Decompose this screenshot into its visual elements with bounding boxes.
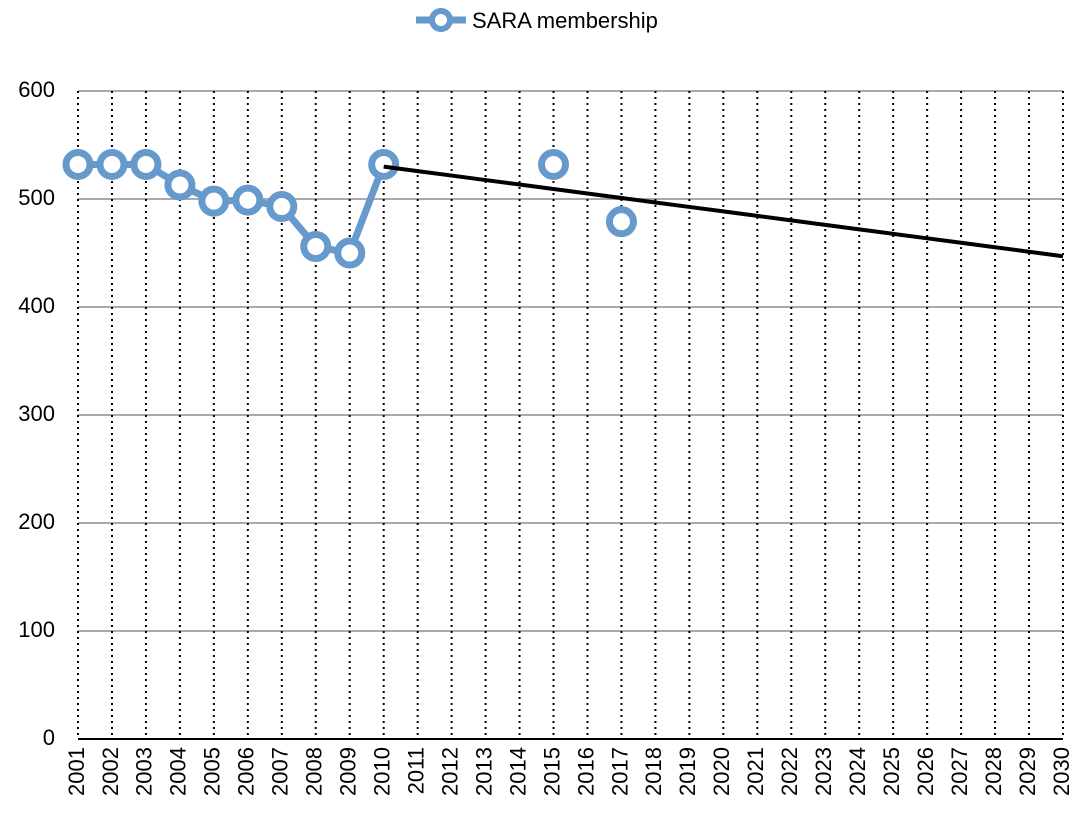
marker: [62, 148, 94, 180]
y-tick-label: 300: [18, 401, 55, 426]
x-tick-label: 2029: [1015, 747, 1040, 796]
x-tick-label: 2013: [471, 747, 496, 796]
x-tick-label: 2009: [336, 747, 361, 796]
marker: [538, 148, 570, 180]
marker: [198, 185, 230, 217]
marker: [334, 237, 366, 269]
marker: [96, 148, 128, 180]
x-tick-label: 2011: [403, 747, 428, 794]
x-tick-label: 2006: [234, 747, 259, 796]
trendline: [383, 164, 1064, 259]
x-tick-label: 2019: [675, 747, 700, 796]
x-tick-label: 2017: [607, 747, 632, 796]
x-tick-label: 2004: [166, 747, 191, 796]
x-tick-label: 2014: [505, 747, 530, 796]
x-tick-label: 2026: [913, 747, 938, 796]
marker: [130, 148, 162, 180]
x-tick-label: 2020: [709, 747, 734, 796]
marker: [368, 148, 400, 180]
y-tick-label: 100: [18, 617, 55, 642]
marker: [164, 169, 196, 201]
legend-label: SARA membership: [472, 8, 658, 33]
marker: [605, 206, 637, 238]
y-tick-label: 500: [18, 185, 55, 210]
y-tick-label: 400: [18, 293, 55, 318]
y-tick-label: 600: [18, 77, 55, 102]
x-tick-label: 2022: [777, 747, 802, 796]
x-tick-label: 2001: [64, 747, 89, 796]
x-tick-label: 2002: [98, 747, 123, 796]
x-tick-label: 2012: [437, 747, 462, 796]
x-tick-label: 2010: [370, 747, 395, 796]
x-tick-label: 2025: [879, 747, 904, 796]
x-tick-label: 2018: [641, 747, 666, 796]
legend-marker: [429, 8, 453, 32]
marker: [232, 184, 264, 216]
x-tick-label: 2024: [845, 747, 870, 796]
x-tick-label: 2023: [811, 747, 836, 796]
x-tick-label: 2003: [132, 747, 157, 796]
x-tick-label: 2030: [1049, 747, 1074, 796]
x-tick-label: 2007: [268, 747, 293, 796]
x-tick-label: 2008: [302, 747, 327, 796]
marker: [266, 191, 298, 223]
x-tick-label: 2015: [539, 747, 564, 796]
x-tick-label: 2027: [947, 747, 972, 796]
marker: [300, 231, 332, 263]
x-tick-label: 2028: [981, 747, 1006, 796]
x-tick-label: 2021: [743, 747, 768, 796]
y-tick-label: 0: [43, 725, 55, 750]
x-tick-label: 2005: [200, 747, 225, 796]
y-tick-label: 200: [18, 509, 55, 534]
x-tick-label: 2016: [573, 747, 598, 796]
